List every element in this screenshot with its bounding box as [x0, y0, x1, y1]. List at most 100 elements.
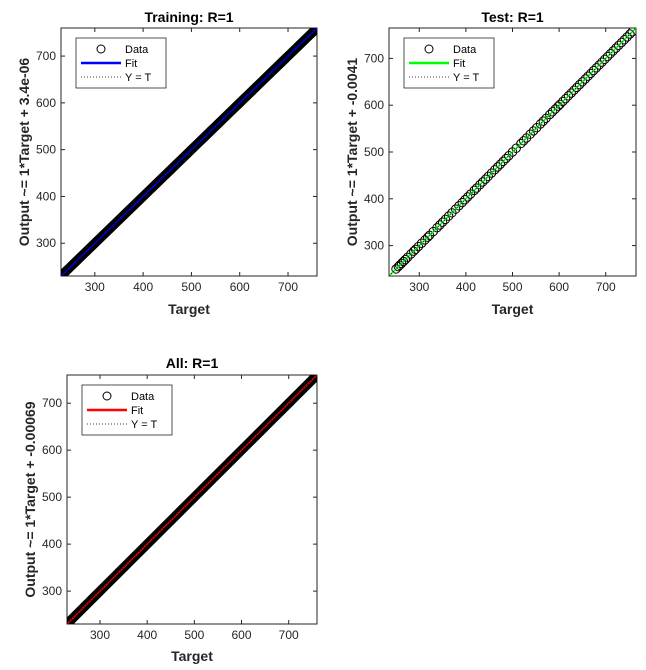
legend-entry-label: Y = T — [131, 419, 157, 431]
data-point — [600, 54, 610, 65]
data-point — [498, 156, 508, 167]
data-point — [480, 174, 491, 184]
data-point — [310, 28, 317, 35]
legend-entry-label: Fit — [453, 58, 465, 70]
x-tick-label: 500 — [502, 280, 522, 294]
legend-entry-label: Y = T — [125, 72, 151, 84]
series-layer — [67, 375, 317, 624]
y-tick-label: 400 — [36, 189, 56, 203]
data-point — [309, 375, 317, 383]
data-point — [555, 99, 565, 109]
data-point — [309, 28, 317, 35]
chart-title: Test: R=1 — [481, 9, 544, 25]
data-point — [583, 71, 593, 81]
y-tick-label: 300 — [36, 236, 56, 250]
data-point — [308, 28, 317, 37]
legend: Data Fit Y = T — [75, 37, 167, 89]
y-tick-label: 500 — [364, 145, 384, 159]
data-point — [495, 159, 506, 169]
data-point — [463, 192, 473, 202]
legend-entry-label: Fit — [131, 405, 143, 417]
data-point — [490, 165, 500, 175]
data-point — [440, 214, 451, 225]
data-point — [443, 211, 454, 221]
chart-title: Training: R=1 — [144, 9, 233, 25]
data-point — [416, 238, 427, 248]
data-point — [545, 109, 555, 120]
data-point — [310, 375, 317, 382]
x-tick-label: 700 — [279, 628, 299, 642]
x-tick-label: 500 — [181, 280, 201, 294]
data-point — [572, 82, 582, 93]
x-tick-label: 300 — [90, 628, 110, 642]
y-tick-label: 400 — [364, 192, 384, 206]
x-axis-label: Target — [492, 301, 534, 317]
data-point — [566, 88, 576, 98]
data-point — [460, 195, 470, 205]
legend-entry-label: Fit — [125, 58, 137, 70]
data-point — [569, 85, 579, 95]
data-point — [501, 153, 511, 164]
x-tick-label: 600 — [232, 628, 252, 642]
chart-panel-1: 300 400 500 600 700 300 400 500 600 700 Training: … — [16, 9, 318, 317]
data-point — [577, 77, 588, 87]
x-tick-label: 400 — [133, 280, 153, 294]
data-point — [402, 252, 413, 262]
identity-line — [61, 28, 317, 276]
x-axis-label: Target — [168, 301, 210, 317]
data-point — [432, 223, 442, 233]
x-tick-label: 300 — [409, 280, 429, 294]
data-point — [483, 171, 493, 182]
data-point — [477, 177, 488, 187]
x-axis-label: Target — [171, 648, 213, 664]
data-point — [475, 180, 485, 190]
y-tick-label: 600 — [36, 96, 56, 110]
legend-entry-label: Data — [131, 391, 155, 403]
data-point — [410, 244, 421, 255]
legend: Data Fit Y = T — [403, 37, 495, 89]
data-point — [535, 119, 546, 129]
data-point — [627, 28, 636, 37]
data-point — [518, 136, 529, 146]
x-tick-label: 600 — [230, 280, 250, 294]
y-axis-label: Output ~= 1*Target + -0.00069 — [22, 401, 38, 597]
y-tick-label: 300 — [364, 239, 384, 253]
data-point — [547, 107, 558, 117]
data-point — [311, 375, 317, 381]
x-tick-label: 400 — [456, 280, 476, 294]
data-point — [614, 40, 624, 51]
data-point — [516, 138, 526, 149]
data-point — [611, 43, 621, 53]
data-point — [574, 79, 585, 90]
data-point — [457, 197, 467, 208]
data-point — [486, 168, 497, 178]
data-point — [560, 93, 571, 104]
data-point — [608, 46, 618, 56]
x-tick-label: 300 — [85, 280, 105, 294]
data-point — [307, 28, 317, 38]
data-point — [435, 220, 445, 230]
data-point — [311, 28, 317, 34]
data-point — [528, 126, 539, 136]
identity-line — [389, 28, 636, 276]
x-tick-label: 400 — [137, 628, 157, 642]
data-point — [422, 232, 433, 242]
data-point — [558, 96, 568, 107]
data-point — [400, 254, 411, 265]
data-point — [588, 65, 599, 76]
data-point — [469, 185, 479, 196]
data-point — [437, 217, 448, 227]
identity-line — [67, 375, 317, 624]
legend-entry-label: Data — [453, 44, 477, 56]
data-point — [393, 261, 404, 272]
data-point — [413, 241, 424, 252]
y-tick-label: 700 — [42, 396, 62, 410]
data-point — [450, 204, 461, 214]
chart-panel-2: 300 400 500 600 700 300 400 500 600 700 Test: R=1 T… — [344, 9, 637, 317]
data-point — [586, 68, 596, 79]
y-tick-label: 300 — [42, 584, 62, 598]
data-point — [591, 63, 602, 73]
legend-data-marker — [102, 391, 112, 401]
data-point — [580, 74, 590, 84]
